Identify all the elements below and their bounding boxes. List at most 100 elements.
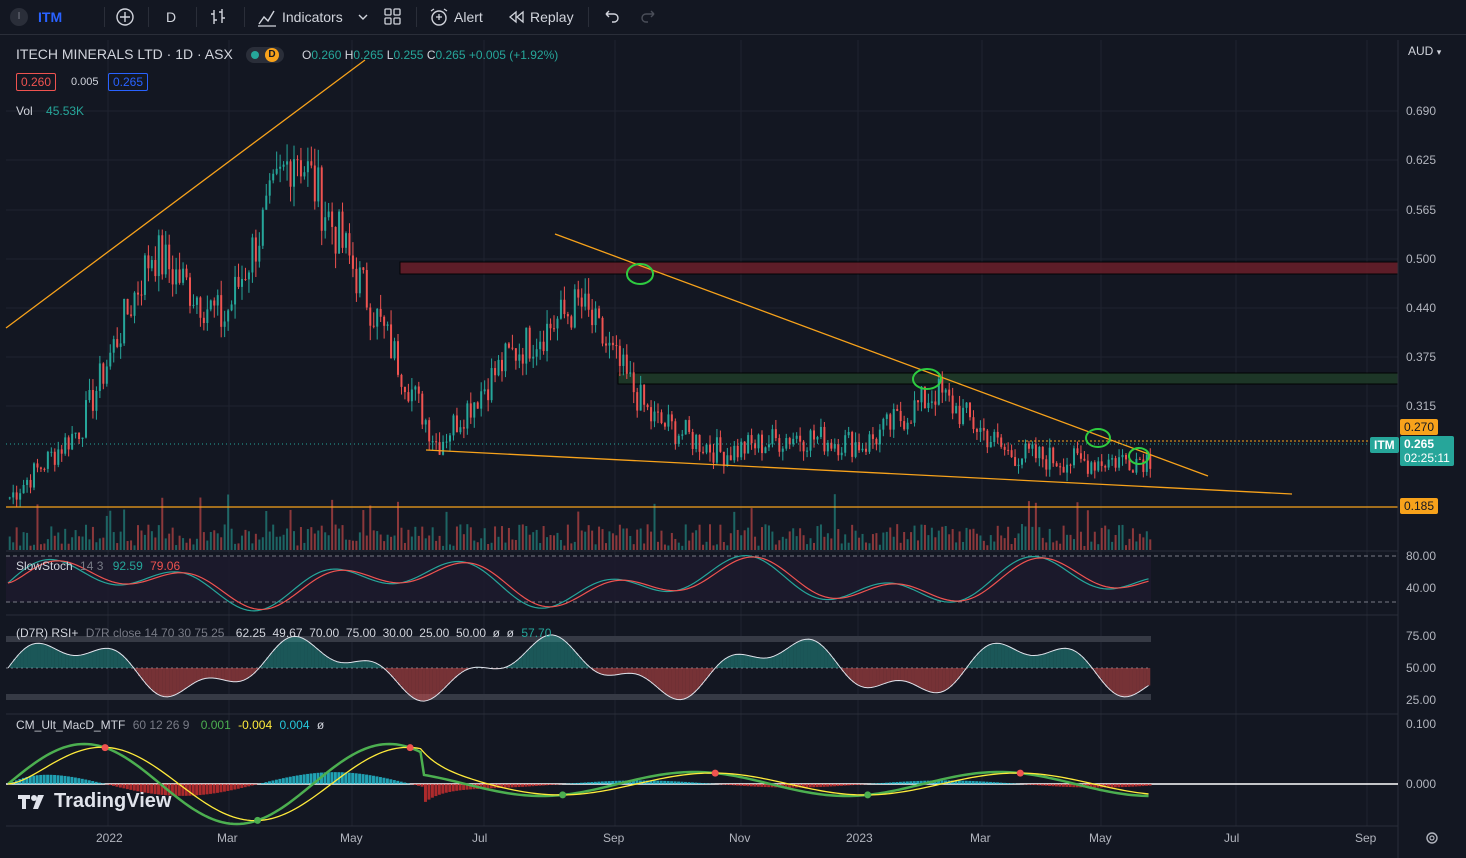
volume-bar (324, 532, 327, 550)
macd-hist-bar (302, 774, 306, 784)
volume-bar (1038, 527, 1041, 550)
macd-hist-bar (701, 783, 705, 784)
support-zone[interactable] (617, 372, 1399, 385)
volume-bar (15, 527, 18, 550)
volume-bar (365, 535, 368, 550)
macd-hist-bar (607, 781, 611, 784)
candle-body (726, 455, 729, 467)
time-tick: Nov (729, 831, 751, 845)
redo-button[interactable] (638, 4, 660, 30)
volume-bar (854, 530, 857, 550)
candle-body (1135, 458, 1138, 473)
macd-hist-bar (1002, 782, 1006, 784)
level-tag-185[interactable]: 0.185 (1400, 498, 1439, 514)
macd-cross-dot (101, 744, 109, 752)
volume-bar (868, 543, 871, 550)
macd-hist-bar (458, 784, 462, 791)
bid-price-button[interactable]: 0.260 (16, 73, 57, 91)
compare-button[interactable] (114, 4, 136, 30)
market-status[interactable]: D (246, 47, 284, 63)
candle-body (1014, 457, 1017, 466)
candle-body (410, 389, 413, 402)
symbol-search[interactable]: I ITM (10, 4, 62, 30)
candle-body (133, 292, 136, 316)
macd-hist-bar (829, 784, 833, 787)
descending-trendline[interactable] (554, 233, 1209, 477)
indicators-dropdown[interactable] (356, 4, 370, 30)
candle-body (213, 300, 216, 306)
candle-body (809, 430, 812, 451)
lower-trendline[interactable] (425, 449, 1293, 495)
candle-body (358, 267, 361, 294)
candle-body (892, 409, 895, 430)
volume-legend[interactable]: Vol 45.53K (16, 104, 85, 118)
macd-hist-bar (157, 784, 161, 795)
candle-body (365, 269, 368, 308)
candle-body (535, 349, 538, 357)
last-price-tag[interactable]: 0.265 02:25:11 (1400, 436, 1454, 466)
tradingview-watermark[interactable]: TradingView (18, 790, 171, 813)
volume-bar (1014, 537, 1017, 550)
level-tag-270[interactable]: 0.270 (1400, 419, 1439, 435)
candle-body (1034, 444, 1037, 459)
time-tick: 2022 (96, 831, 123, 845)
touch-circle[interactable] (1085, 428, 1111, 448)
macd-hist-bar (968, 780, 972, 784)
volume-bar (927, 535, 930, 550)
candle-body (719, 437, 722, 452)
volume-bar (757, 545, 760, 550)
layout-button[interactable] (382, 4, 404, 30)
candle-body (341, 211, 344, 248)
candle-body (691, 431, 694, 449)
candle-body (1121, 454, 1124, 458)
chevron-down-icon: ▾ (1436, 47, 1442, 57)
macd-hist-bar (326, 772, 330, 784)
macd-hist-bar (541, 784, 545, 786)
candle-body (275, 168, 278, 174)
candle-body (778, 438, 781, 452)
candle-body (216, 295, 219, 306)
volume-bar (147, 524, 150, 550)
symbol-tag[interactable]: ITM (1370, 437, 1399, 453)
candle-body (639, 384, 642, 411)
volume-bar (528, 534, 531, 550)
ask-price-button[interactable]: 0.265 (108, 73, 149, 91)
macd-hist-bar (243, 784, 247, 788)
time-tick: May (1089, 831, 1112, 845)
macd-legend[interactable]: CM_Ult_MacD_MTF 60 12 26 9 0.001 -0.004 … (16, 718, 325, 732)
macd-hist-bar (1061, 784, 1065, 787)
undo-button[interactable] (600, 4, 622, 30)
volume-bar (813, 542, 815, 550)
currency-selector[interactable]: AUD ▾ (1408, 44, 1442, 58)
volume-bar (657, 541, 659, 550)
touch-circle[interactable] (1128, 447, 1150, 465)
touch-circle[interactable] (626, 263, 654, 285)
resistance-zone[interactable] (399, 261, 1399, 275)
rsi-legend[interactable]: (D7R) RSI+ D7R close 14 70 30 75 25 62.2… (16, 626, 552, 640)
volume-bar (962, 541, 965, 550)
replay-button[interactable]: Replay (506, 4, 574, 30)
symbol-title[interactable]: ITECH MINERALS LTD · 1D · ASX (16, 46, 233, 62)
stoch-legend[interactable]: SlowStoch 14 3 92.59 79.06 (16, 559, 181, 573)
candle-body (643, 384, 646, 405)
candle-body (137, 292, 139, 295)
settings-button[interactable] (1424, 830, 1440, 851)
volume-bar (799, 528, 802, 550)
chart-type-button[interactable] (208, 4, 232, 30)
candle-body (438, 442, 441, 455)
candle-body (878, 429, 881, 445)
indicators-button[interactable]: Indicators (256, 4, 343, 30)
alert-button[interactable]: Alert (428, 4, 483, 30)
volume-bar (1048, 528, 1051, 550)
time-tick: May (340, 831, 363, 845)
volume-bar (861, 533, 864, 550)
interval-button[interactable]: D (166, 4, 176, 30)
rising-trendline[interactable] (5, 59, 366, 329)
candle-body (1048, 447, 1051, 470)
macd-hist-bar (226, 784, 230, 791)
macd-hist-bar (846, 784, 850, 786)
macd-hist-bar (372, 775, 375, 784)
macd-hist-bar (819, 784, 823, 787)
touch-circle[interactable] (912, 368, 942, 390)
